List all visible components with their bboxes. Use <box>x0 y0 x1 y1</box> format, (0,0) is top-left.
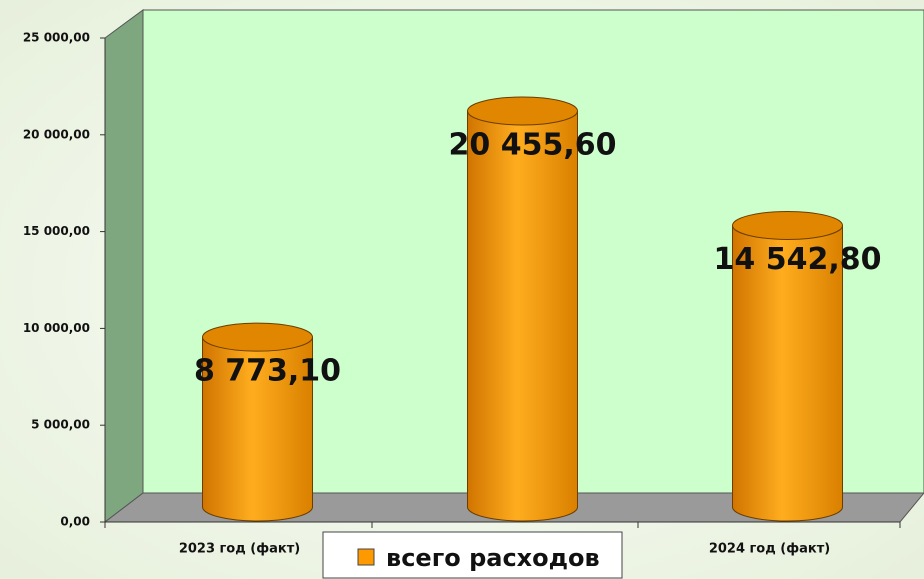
cylinder-top <box>732 210 843 240</box>
side-wall <box>104 9 144 524</box>
x-tick-label: 2023 год (факт) <box>179 542 300 557</box>
data-label: 8 773,10 <box>194 354 341 389</box>
data-label: 14 542,80 <box>714 242 882 277</box>
x-axis-ticks <box>104 522 901 528</box>
legend-label: всего расходов <box>386 544 600 572</box>
x-tick-label: 2024 год (факт) <box>709 542 830 557</box>
bar <box>732 210 843 522</box>
y-tick-label: 20 000,00 <box>23 127 90 141</box>
y-tick-label: 10 000,00 <box>23 321 90 335</box>
data-label: 20 455,60 <box>449 127 617 162</box>
y-tick-label: 25 000,00 <box>23 31 90 45</box>
bar <box>467 96 578 522</box>
cylinder-top <box>467 96 578 126</box>
bar <box>202 322 313 522</box>
cylinder-body <box>467 110 578 522</box>
legend-swatch <box>357 548 375 566</box>
cylinder-body <box>202 336 313 522</box>
cylinder-body <box>732 224 843 522</box>
y-tick-label: 0,00 <box>60 515 90 529</box>
y-tick-label: 15 000,00 <box>23 224 90 238</box>
cylinder-top <box>202 322 313 352</box>
y-tick-label: 5 000,00 <box>31 418 90 432</box>
